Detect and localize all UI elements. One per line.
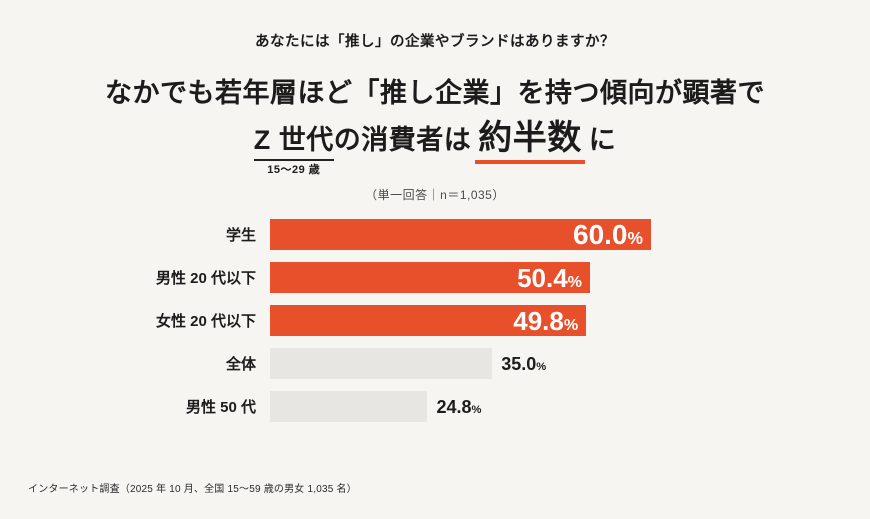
bar-value: 24.8% <box>436 396 482 417</box>
bar-area: 49.8% <box>270 305 670 337</box>
headline-line2: Z 世代 15〜29 歳 の消費者は 約半数に <box>0 117 870 176</box>
bar-label: 男性 50 代 <box>185 399 256 417</box>
percent-sign: % <box>567 272 582 291</box>
bar-row: 男性 20 代以下 50.4% <box>90 262 780 294</box>
bar <box>270 348 493 380</box>
percent-sign: % <box>471 403 482 416</box>
bar-value: 49.8% <box>513 305 579 336</box>
bar-row: 女性 20 代以下 49.8% <box>90 305 780 337</box>
bar-area: 60.0% <box>270 218 670 251</box>
bar: 49.8% <box>270 305 587 337</box>
bar-area: 24.8% <box>270 391 670 423</box>
bar-value: 60.0% <box>573 218 643 250</box>
bar <box>270 391 428 423</box>
z-generation-age-annotation: 15〜29 歳 <box>267 163 321 176</box>
percent-sign: % <box>536 360 547 373</box>
bar-row: 男性 50 代 24.8% <box>90 391 780 423</box>
emphasis-about-half: 約半数 <box>475 117 585 165</box>
percent-sign: % <box>627 227 643 248</box>
bar-area: 35.0% <box>270 348 670 380</box>
bar: 50.4% <box>270 262 590 294</box>
source-footnote: インターネット調査（2025 年 10 月、全国 15〜59 歳の男女 1,03… <box>28 484 357 495</box>
headline: なかでも若年層ほど「推し企業」を持つ傾向が顕著で Z 世代 15〜29 歳 の消… <box>0 77 870 176</box>
bar-row: 学生 60.0% <box>90 218 780 251</box>
bar-label: 女性 20 代以下 <box>155 313 256 331</box>
survey-question: あなたには「推し」の企業やブランドはありますか？ <box>255 34 615 50</box>
percent-sign: % <box>563 315 579 334</box>
headline-mid-text: の消費者は <box>333 124 472 155</box>
bar-area: 50.4% <box>270 262 670 294</box>
bar-label: 全体 <box>225 356 256 374</box>
bar: 60.0% <box>270 218 651 251</box>
chart-note: （単一回答｜n＝1,035） <box>365 188 505 203</box>
bar-value: 50.4% <box>517 262 582 293</box>
headline-tail-text: に <box>588 124 617 155</box>
z-generation-text: Z 世代 <box>253 124 334 155</box>
bar-row: 全体 35.0% <box>90 348 780 380</box>
bar-chart: 学生 60.0% 男性 20 代以下 50.4% 女性 20 代以下 49.8% 全体 35.… <box>90 218 780 423</box>
bar-value: 35.0% <box>501 353 547 374</box>
headline-line1: なかでも若年層ほど「推し企業」を持つ傾向が顕著で <box>105 78 765 108</box>
z-generation-underlined: Z 世代 15〜29 歳 <box>253 124 334 176</box>
bar-label: 男性 20 代以下 <box>155 270 256 288</box>
bar-label: 学生 <box>225 227 256 245</box>
